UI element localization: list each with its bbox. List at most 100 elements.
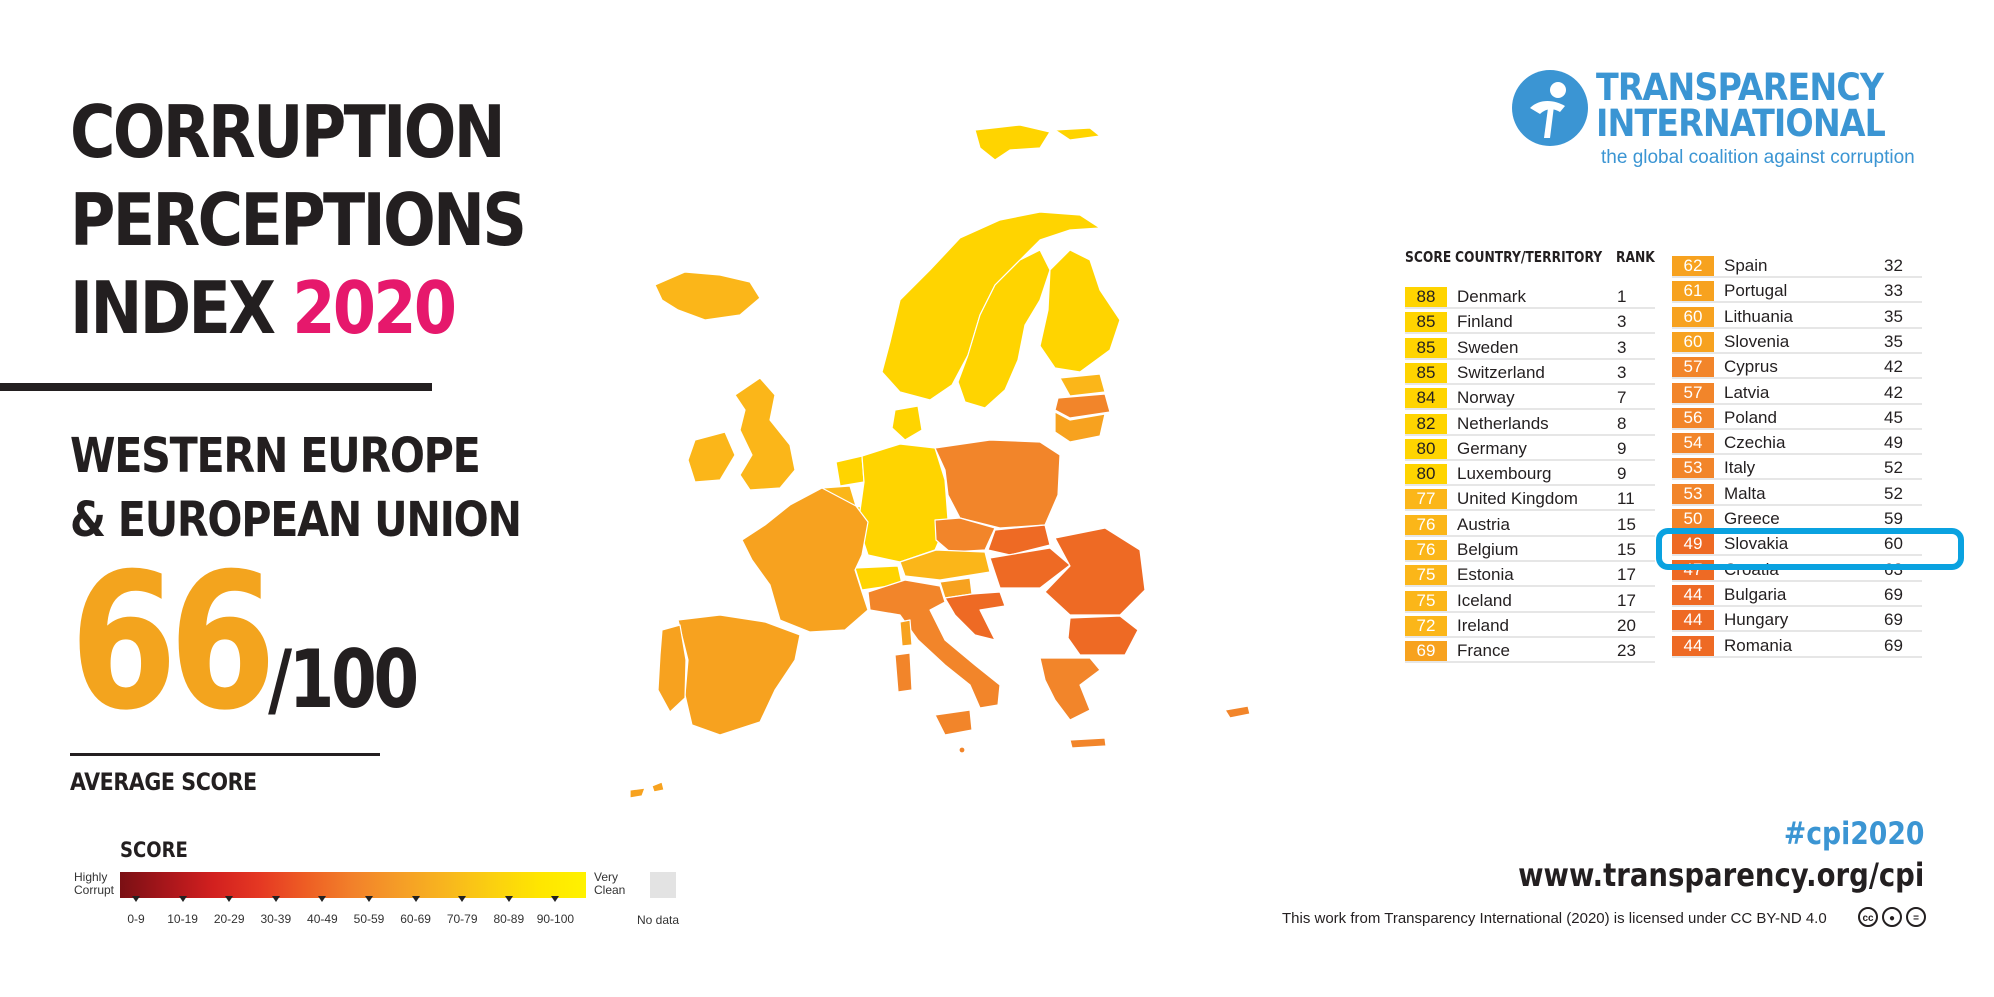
map-portugal xyxy=(657,624,687,713)
row-country: Slovenia xyxy=(1724,331,1790,351)
row-score: 77 xyxy=(1405,489,1447,510)
legend-tick xyxy=(318,896,327,902)
legend-tick xyxy=(504,896,513,902)
row-score: 88 xyxy=(1405,287,1447,307)
row-rank: 69 xyxy=(1884,610,1903,630)
legend-no-data-swatch xyxy=(650,872,676,898)
legend-tick xyxy=(458,896,467,902)
website-link[interactable]: www.transparency.org/cpi xyxy=(1517,856,1924,894)
table-row: 84 Norway 7 xyxy=(1405,386,1655,411)
map-cyprus xyxy=(1224,705,1251,719)
row-score: 84 xyxy=(1405,388,1447,409)
row-rank: 7 xyxy=(1617,388,1627,408)
row-rank: 35 xyxy=(1884,306,1903,326)
row-score: 53 xyxy=(1672,483,1714,504)
table-row: 82 Netherlands 8 xyxy=(1405,412,1655,436)
row-rank: 45 xyxy=(1884,407,1903,427)
row-rank: 3 xyxy=(1617,362,1627,382)
legend-tick-label: 50-59 xyxy=(353,912,385,926)
row-country: Sweden xyxy=(1457,337,1519,357)
legend-low-line-2: Corrupt xyxy=(74,883,115,897)
logo-tagline: the global coalition against corruption xyxy=(1601,147,1915,168)
table-row: 88 Denmark 1 xyxy=(1405,285,1655,309)
title-line-2: PERCEPTIONS xyxy=(70,178,527,262)
row-country: Norway xyxy=(1457,388,1515,408)
row-country: United Kingdom xyxy=(1457,489,1578,509)
row-score: 44 xyxy=(1672,584,1714,605)
logo-line-1: TRANSPARENCY xyxy=(1596,66,1884,109)
table-row: 75 Iceland 17 xyxy=(1405,589,1655,613)
row-score: 76 xyxy=(1405,514,1447,535)
table-row: 44 Bulgaria 69 xyxy=(1672,583,1922,607)
row-score: 56 xyxy=(1672,407,1714,428)
map-germany xyxy=(857,443,949,563)
header-country: COUNTRY/TERRITORY xyxy=(1455,248,1603,266)
title-divider xyxy=(0,383,432,391)
row-rank: 20 xyxy=(1617,615,1636,635)
table-row: 60 Slovenia 35 xyxy=(1672,330,1922,354)
region-line-1: WESTERN EUROPE xyxy=(70,428,481,484)
table-row: 54 Czechia 49 xyxy=(1672,431,1922,456)
row-score: 60 xyxy=(1672,331,1714,352)
row-score: 76 xyxy=(1405,540,1447,560)
average-score-value: 66 xyxy=(70,533,276,752)
title-line-1: CORRUPTION xyxy=(70,90,506,174)
map-malta xyxy=(958,746,966,754)
row-score: 85 xyxy=(1405,362,1447,383)
transparency-figure-icon xyxy=(1512,70,1588,146)
table-row: 69 France 23 xyxy=(1405,639,1655,664)
table-row: 57 Latvia 42 xyxy=(1672,381,1922,405)
row-country: Belgium xyxy=(1457,540,1519,559)
row-rank: 9 xyxy=(1617,464,1627,484)
legend-tick-label: 80-89 xyxy=(493,912,525,926)
map-czechia xyxy=(934,517,996,553)
header-score: SCORE xyxy=(1405,248,1452,266)
row-rank: 52 xyxy=(1884,458,1903,478)
license-text: This work from Transparency Internationa… xyxy=(1282,910,1827,927)
table-row: 60 Lithuania 35 xyxy=(1672,305,1922,329)
legend-tick xyxy=(411,896,420,902)
map-canary-islands xyxy=(629,781,665,799)
title-year: 2020 xyxy=(292,266,457,350)
table-row: 56 Poland 45 xyxy=(1672,406,1922,430)
row-country: Ireland xyxy=(1457,615,1509,635)
row-country: Spain xyxy=(1724,256,1768,275)
europe-map xyxy=(629,124,1251,799)
map-lithuania xyxy=(1054,411,1106,443)
region-heading: WESTERN EUROPE & EUROPEAN UNION xyxy=(70,424,522,552)
table-row: 80 Germany 9 xyxy=(1405,437,1655,461)
average-score-label: AVERAGE SCORE xyxy=(70,768,257,796)
legend-tick-label: 10-19 xyxy=(167,912,198,926)
row-country: Denmark xyxy=(1457,287,1526,306)
map-sicily xyxy=(934,709,973,736)
map-sweden xyxy=(957,249,1051,409)
row-rank: 17 xyxy=(1617,590,1636,610)
cc-icon: cc xyxy=(1858,907,1878,927)
row-score: 49 xyxy=(1672,534,1714,555)
map-austria xyxy=(899,549,991,581)
legend-tick xyxy=(132,896,140,902)
table-row: 85 Switzerland 3 xyxy=(1405,361,1655,385)
row-rank: 69 xyxy=(1884,635,1903,655)
row-country: Iceland xyxy=(1457,590,1512,610)
map-hungary xyxy=(989,547,1071,589)
map-ireland xyxy=(687,431,736,483)
map-poland xyxy=(934,439,1061,529)
legend-tick-label: 70-79 xyxy=(446,912,478,926)
table-row: 76 Belgium 15 xyxy=(1405,538,1655,562)
page-title: CORRUPTION PERCEPTIONS INDEX 2020 xyxy=(70,88,527,352)
row-country: Romania xyxy=(1724,635,1793,655)
row-country: Cyprus xyxy=(1724,357,1778,377)
row-score: 44 xyxy=(1672,610,1714,631)
average-score: 66/100 xyxy=(70,548,419,775)
row-country: Greece xyxy=(1724,509,1780,528)
row-country: Poland xyxy=(1724,407,1777,427)
legend-color-scale xyxy=(120,872,586,898)
table-row: 62 Spain 32 xyxy=(1672,254,1922,278)
hashtag[interactable]: #cpi2020 xyxy=(1783,816,1924,852)
row-country: Estonia xyxy=(1457,565,1514,585)
legend-tick-label: 20-29 xyxy=(213,912,245,926)
table-row: 44 Romania 69 xyxy=(1672,634,1922,658)
row-country: Austria xyxy=(1457,514,1510,534)
row-rank: 35 xyxy=(1884,331,1903,351)
